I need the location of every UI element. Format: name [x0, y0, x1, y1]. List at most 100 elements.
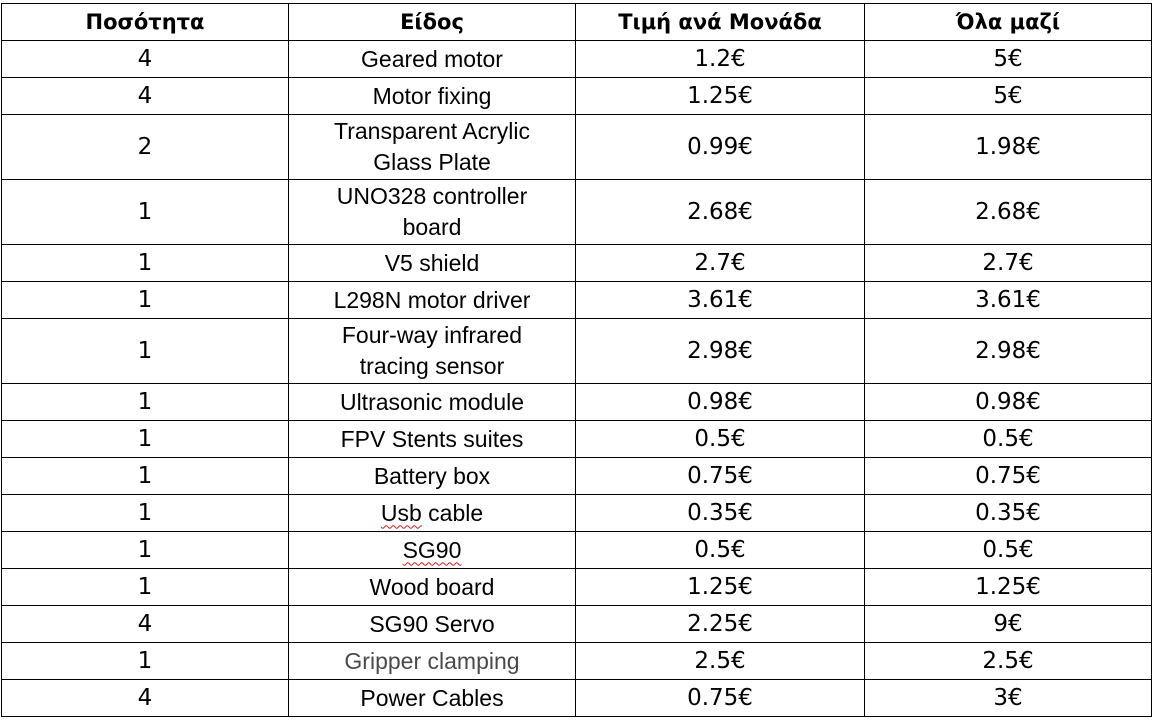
- quantity-cell: 1: [1, 494, 289, 532]
- table-row: 4 Power Cables 0.75€ 3€: [1, 679, 1152, 717]
- quantity-cell: 1: [1, 244, 289, 282]
- item-cell: Battery box: [288, 457, 576, 495]
- quantity-cell: 1: [1, 179, 289, 245]
- item-cell: Gripper clamping: [288, 642, 576, 680]
- header-quantity: Ποσότητα: [1, 3, 289, 41]
- item-cell: L298N motor driver: [288, 281, 576, 319]
- quantity-cell: 4: [1, 77, 289, 115]
- unit-price-cell: 0.5€: [575, 420, 865, 458]
- item-line: V5 shield: [384, 249, 480, 276]
- total-cell: 5€: [864, 77, 1152, 115]
- item-line: Battery box: [373, 462, 491, 489]
- unit-price-cell: 2.25€: [575, 605, 865, 643]
- total-cell: 0.5€: [864, 420, 1152, 458]
- item-cell: FPV Stents suites: [288, 420, 576, 458]
- table-row: 1 Battery box 0.75€ 0.75€: [1, 457, 1152, 495]
- item-line: Geared motor: [361, 45, 503, 72]
- unit-price-cell: 0.5€: [575, 531, 865, 569]
- unit-price-cell: 0.75€: [575, 679, 865, 717]
- total-cell: 2.7€: [864, 244, 1152, 282]
- item-line: Transparent Acrylic: [334, 118, 530, 144]
- total-cell: 1.25€: [864, 568, 1152, 606]
- unit-price-cell: 0.75€: [575, 457, 865, 495]
- item-line: Gripper clamping: [344, 647, 520, 674]
- item-line: Glass Plate: [373, 149, 491, 175]
- item-cell: Wood board: [288, 568, 576, 606]
- table-row: 2 Transparent Acrylic Glass Plate 0.99€ 1…: [1, 114, 1152, 180]
- item-cell: SG90: [288, 531, 576, 569]
- total-cell: 2.98€: [864, 318, 1152, 384]
- quantity-cell: 1: [1, 281, 289, 319]
- item-cell: V5 shield: [288, 244, 576, 282]
- total-cell: 1.98€: [864, 114, 1152, 180]
- header-item: Είδος: [288, 3, 576, 41]
- item-cell: Transparent Acrylic Glass Plate: [288, 114, 576, 180]
- table-row: 1 FPV Stents suites 0.5€ 0.5€: [1, 420, 1152, 458]
- parts-cost-table: Ποσότητα Είδος Τιμή ανά Μονάδα Όλα μαζί …: [1, 3, 1152, 717]
- item-line: board: [402, 214, 462, 240]
- header-row: Ποσότητα Είδος Τιμή ανά Μονάδα Όλα μαζί: [1, 3, 1152, 41]
- table-row: 1 Ultrasonic module 0.98€ 0.98€: [1, 383, 1152, 421]
- item-line: Ultrasonic module: [339, 388, 525, 415]
- unit-price-cell: 0.99€: [575, 114, 865, 180]
- unit-price-cell: 2.98€: [575, 318, 865, 384]
- table-row: 4 Geared motor 1.2€ 5€: [1, 40, 1152, 78]
- item-cell: Power Cables: [288, 679, 576, 717]
- item-cell: Geared motor: [288, 40, 576, 78]
- quantity-cell: 4: [1, 40, 289, 78]
- table-row: 1 Usb cable 0.35€ 0.35€: [1, 494, 1152, 532]
- total-cell: 2.5€: [864, 642, 1152, 680]
- total-cell: 0.5€: [864, 531, 1152, 569]
- total-cell: 3€: [864, 679, 1152, 717]
- item-line: Motor fixing: [372, 82, 492, 109]
- table-row: 1 Gripper clamping 2.5€ 2.5€: [1, 642, 1152, 680]
- total-cell: 9€: [864, 605, 1152, 643]
- unit-price-cell: 2.68€: [575, 179, 865, 245]
- quantity-cell: 2: [1, 114, 289, 180]
- item-line: SG90 Servo: [369, 610, 495, 637]
- item-line: Wood board: [369, 573, 495, 600]
- item-line: tracing sensor: [359, 353, 505, 379]
- item-cell: Usb cable: [288, 494, 576, 532]
- quantity-cell: 1: [1, 318, 289, 384]
- unit-price-cell: 1.25€: [575, 77, 865, 115]
- unit-price-cell: 0.98€: [575, 383, 865, 421]
- unit-price-cell: 1.2€: [575, 40, 865, 78]
- table-row: 4 Motor fixing 1.25€ 5€: [1, 77, 1152, 115]
- table-row: 1 Four-way infrared tracing sensor 2.98€ …: [1, 318, 1152, 384]
- table-row: 1 Wood board 1.25€ 1.25€: [1, 568, 1152, 606]
- quantity-cell: 1: [1, 568, 289, 606]
- quantity-cell: 4: [1, 605, 289, 643]
- quantity-cell: 4: [1, 679, 289, 717]
- unit-price-cell: 2.7€: [575, 244, 865, 282]
- item-line: cable: [421, 499, 484, 526]
- item-line: FPV Stents suites: [340, 425, 524, 452]
- table-row: 1 L298N motor driver 3.61€ 3.61€: [1, 281, 1152, 319]
- item-cell: Motor fixing: [288, 77, 576, 115]
- item-line: L298N motor driver: [333, 286, 531, 313]
- header-unit-price: Τιμή ανά Μονάδα: [575, 3, 865, 41]
- total-cell: 5€: [864, 40, 1152, 78]
- total-cell: 2.68€: [864, 179, 1152, 245]
- item-cell: Four-way infrared tracing sensor: [288, 318, 576, 384]
- table-row: 4 SG90 Servo 2.25€ 9€: [1, 605, 1152, 643]
- total-cell: 0.75€: [864, 457, 1152, 495]
- quantity-cell: 1: [1, 383, 289, 421]
- quantity-cell: 1: [1, 642, 289, 680]
- total-cell: 3.61€: [864, 281, 1152, 319]
- table-row: 1 SG90 0.5€ 0.5€: [1, 531, 1152, 569]
- table-row: 1 UNO328 controller board 2.68€ 2.68€: [1, 179, 1152, 245]
- spellcheck-flagged-word: Usb: [380, 499, 422, 526]
- item-line: UNO328 controller: [336, 183, 528, 209]
- total-cell: 0.98€: [864, 383, 1152, 421]
- quantity-cell: 1: [1, 420, 289, 458]
- quantity-cell: 1: [1, 457, 289, 495]
- item-line: Four-way infrared: [341, 322, 523, 348]
- item-cell: Ultrasonic module: [288, 383, 576, 421]
- item-cell: UNO328 controller board: [288, 179, 576, 245]
- item-line: Power Cables: [360, 684, 504, 711]
- total-cell: 0.35€: [864, 494, 1152, 532]
- unit-price-cell: 2.5€: [575, 642, 865, 680]
- item-cell: SG90 Servo: [288, 605, 576, 643]
- unit-price-cell: 3.61€: [575, 281, 865, 319]
